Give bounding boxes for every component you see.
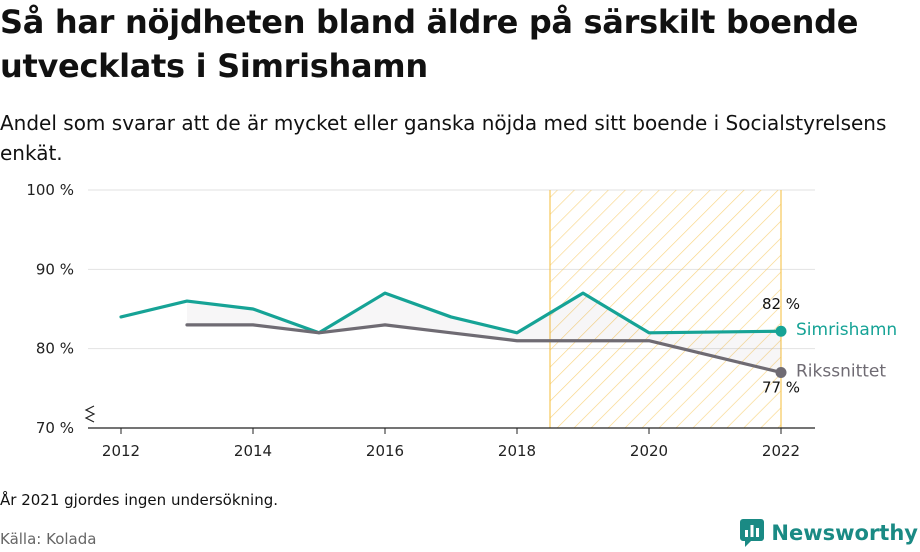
chart-title: Så har nöjdheten bland äldre på särskilt… [0, 3, 859, 85]
data-label-simrishamn: 82 % [762, 295, 800, 313]
x-tick-label: 2014 [234, 442, 272, 460]
highlight-band [550, 190, 781, 428]
end-point-rikssnittet [775, 366, 787, 378]
y-tick-label: 80 % [36, 340, 74, 358]
axis-break-icon [84, 405, 96, 423]
x-tick-label: 2016 [366, 442, 404, 460]
series-line-rikssnittet [185, 323, 783, 375]
series-line-simrishamn [119, 291, 783, 335]
end-point-simrishamn [775, 325, 787, 337]
y-tick-label: 70 % [36, 419, 74, 437]
line-chart: 2012 2014 2016 2018 2020 2022 70 % 80 % 90 % 100 … [26, 181, 897, 460]
gap-area [187, 293, 781, 373]
x-tick-label: 2012 [102, 442, 140, 460]
brand-name: Newsworthy [771, 521, 918, 545]
x-tick-label: 2020 [630, 442, 668, 460]
x-tick-label: 2018 [498, 442, 536, 460]
source-label: Källa: Kolada [0, 530, 97, 548]
newsworthy-logo: Newsworthy [739, 518, 918, 548]
data-label-rikssnittet: 77 % [762, 378, 800, 396]
footnote: År 2021 gjordes ingen undersökning. [0, 491, 279, 509]
chart-subtitle: Andel som svarar att de är mycket eller … [0, 111, 887, 165]
x-tick-label: 2022 [762, 442, 800, 460]
y-tick-label: 100 % [26, 181, 74, 199]
series-label-rikssnittet: Rikssnittet [796, 361, 886, 381]
y-tick-label: 90 % [36, 260, 74, 278]
newsworthy-logo-icon [740, 519, 765, 547]
series-label-simrishamn: Simrishamn [796, 320, 897, 340]
